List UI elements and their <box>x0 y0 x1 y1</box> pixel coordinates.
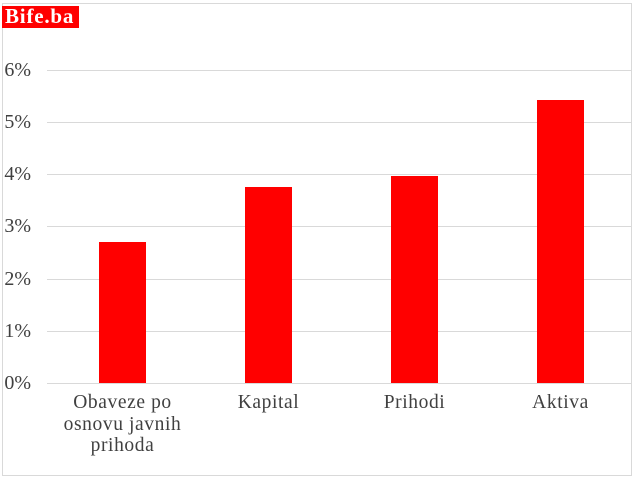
x-category-label: Kapital <box>237 392 300 413</box>
bar-aktiva <box>537 100 584 383</box>
y-tick-label: 6% <box>4 58 31 81</box>
y-tick-label: 2% <box>4 267 31 290</box>
y-tick-label: 3% <box>4 215 31 238</box>
x-category-label: Obaveze po osnovu javnih prihoda <box>63 392 182 456</box>
x-category-label: Aktiva <box>532 392 589 413</box>
bar-obaveze-po-osnovu-javnih-prihoda <box>99 241 146 383</box>
x-category-label: Prihodi <box>383 392 446 413</box>
bar-prihodi <box>391 176 438 383</box>
chart-border-frame <box>2 3 632 476</box>
gridline <box>47 278 631 280</box>
x-axis-line <box>47 383 631 384</box>
gridline <box>47 174 631 175</box>
gridline <box>47 69 631 71</box>
y-tick-label: 0% <box>4 372 31 394</box>
gridline <box>47 226 631 228</box>
y-tick-label: 1% <box>4 319 31 342</box>
gridline <box>47 330 631 332</box>
site-logo-badge: Bife.ba <box>2 6 80 28</box>
y-tick-label: 5% <box>4 110 31 133</box>
bar-kapital <box>245 186 292 383</box>
gridline <box>47 121 631 123</box>
y-tick-label: 4% <box>4 163 31 185</box>
